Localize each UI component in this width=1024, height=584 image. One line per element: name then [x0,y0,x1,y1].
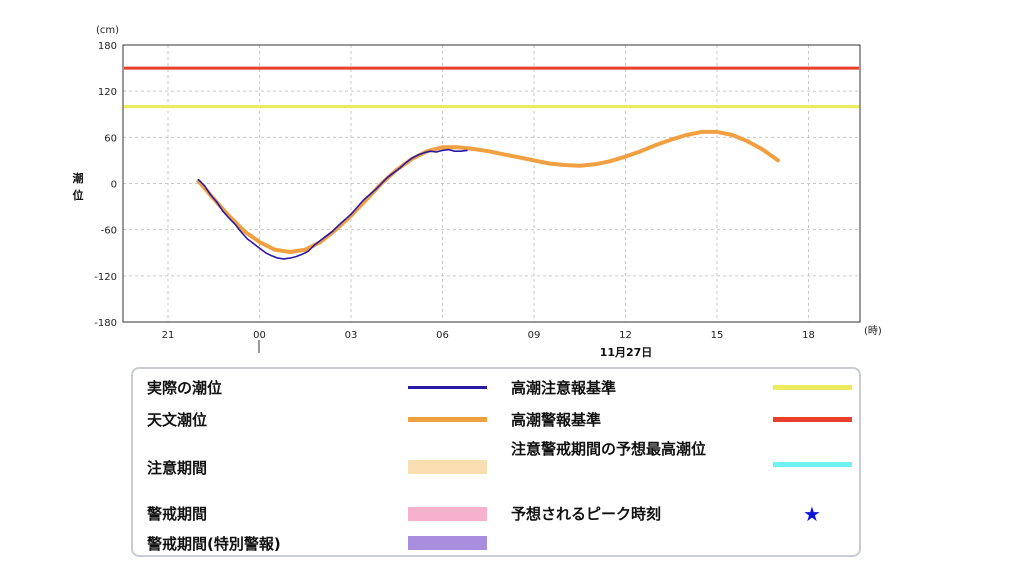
y-tick-label-1: 120 [98,87,117,98]
legend-swatch-warning-level [773,417,852,422]
legend-swatch-special-warning-period [408,536,487,550]
legend-label-warning-period: 警戒期間 [147,505,208,523]
tide-chart: (cm) (時) 11月27日 潮 位 180120600-60-120-180… [73,25,882,359]
y-tick-labels: 180 120 60 0 -60 -120 -180 [94,41,117,329]
x-tick-label-5: 12 [619,330,632,341]
x-unit-label: (時) [864,325,882,337]
x-tick-labels: 21 00 03 06 09 12 15 18 [162,330,815,341]
grid [123,44,860,323]
y-tick-label-0: 180 [98,41,117,52]
legend-label-astronomical: 天文潮位 [147,411,208,429]
y-tick-label-6: -180 [94,318,117,329]
series-line-0 [196,129,780,254]
series-line-1 [197,148,468,260]
y-tick-label-5: -120 [94,272,117,283]
legend: 実際の潮位 高潮注意報基準 天文潮位 高潮警報基準 注意期間 注意警戒期間の予想… [131,367,861,557]
legend-swatch-forecast-max [773,462,852,467]
x-tick-label-2: 03 [345,330,358,341]
legend-swatch-advisory-level [773,385,852,390]
legend-swatch-advisory-period [408,460,487,474]
y-tick-label-4: -60 [101,226,117,237]
x-tick-label-7: 18 [802,330,815,341]
threshold-lines [124,66,859,109]
legend-swatch-warning-period [408,507,487,521]
y-tick-label-2: 60 [104,133,117,144]
legend-swatch-actual [408,386,487,389]
star-icon: ★ [803,502,821,526]
x-tick-label-1: 00 [253,330,266,341]
date-label: 11月27日 [600,346,653,359]
y-axis-title-char-1: 潮 [73,171,84,185]
legend-swatch-astronomical [408,417,487,422]
series-lines [196,129,780,260]
x-tick-label-0: 21 [162,330,175,341]
x-tick-label-4: 09 [528,330,541,341]
y-unit-label: (cm) [96,25,119,36]
legend-label-special-warning-period: 警戒期間(特別警報) [147,535,281,553]
y-tick-label-3: 0 [111,180,117,191]
x-tick-label-6: 15 [711,330,724,341]
legend-label-advisory-period: 注意期間 [147,459,208,477]
legend-label-forecast-max: 注意警戒期間の予想最高潮位 [511,440,707,458]
legend-label-advisory-level: 高潮注意報基準 [511,379,617,397]
legend-label-actual: 実際の潮位 [147,379,223,397]
x-tick-label-3: 06 [436,330,449,341]
legend-label-warning-level: 高潮警報基準 [511,411,602,429]
y-axis-title-char-2: 位 [73,188,84,202]
plot-frame [122,44,861,323]
legend-label-peak-time: 予想されるピーク時刻 [511,505,662,523]
